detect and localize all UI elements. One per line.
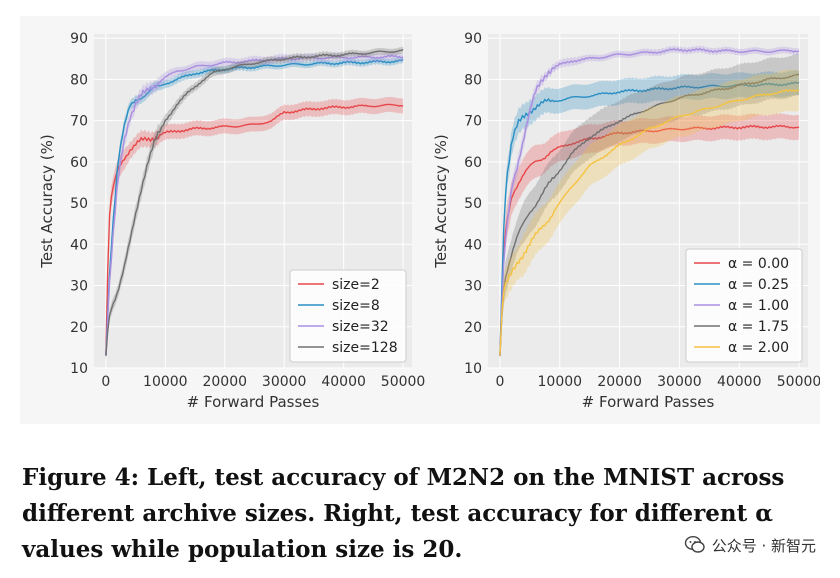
y-tick-label: 10 bbox=[464, 361, 482, 377]
legend-entry: α = 0.00 bbox=[728, 256, 789, 272]
x-tick-label: 30000 bbox=[657, 374, 702, 390]
series-line-2 bbox=[105, 54, 404, 356]
legend-entry: α = 1.00 bbox=[728, 298, 789, 314]
x-tick-label: 10000 bbox=[143, 374, 188, 390]
y-tick-label: 30 bbox=[464, 279, 482, 295]
x-tick-label: 40000 bbox=[717, 374, 762, 390]
x-tick-label: 30000 bbox=[262, 374, 307, 390]
x-tick-label: 50000 bbox=[381, 374, 426, 390]
y-tick-label: 30 bbox=[70, 279, 88, 295]
series-line-3 bbox=[105, 48, 404, 356]
x-tick-label: 40000 bbox=[321, 374, 366, 390]
legend-box bbox=[685, 248, 803, 363]
legend-entry: α = 1.75 bbox=[728, 319, 789, 335]
y-tick-label: 60 bbox=[70, 155, 88, 171]
series-band-3 bbox=[500, 53, 799, 360]
y-tick-label: 20 bbox=[464, 320, 482, 336]
caption-line-1: Figure 4: Left, test accuracy of M2N2 on… bbox=[22, 464, 785, 491]
series-band-1 bbox=[500, 69, 799, 360]
chart-panel-right: 10 20 30 40 50 60 70 80 90 0 10000 20000 30000 40000 5… bbox=[432, 31, 821, 411]
y-tick-label: 50 bbox=[70, 196, 88, 212]
series-line-1 bbox=[499, 81, 800, 356]
legend-entry: size=2 bbox=[332, 277, 380, 293]
caption-line-3: values while population size is 20. bbox=[22, 536, 463, 563]
legend-entry: α = 2.00 bbox=[728, 340, 789, 356]
y-tick-label: 80 bbox=[464, 72, 482, 88]
y-axis-label: Test Accuracy (%) bbox=[38, 134, 56, 269]
legend: size=2 size=8 size=32 size=128 bbox=[289, 269, 407, 363]
legend-entry: size=128 bbox=[332, 340, 398, 356]
wechat-icon bbox=[684, 535, 705, 553]
x-tick-label: 20000 bbox=[202, 374, 247, 390]
chart-figure-svg: 10 20 30 40 50 60 70 80 90 0 10000 20000 30000 40000 5… bbox=[38, 31, 821, 411]
x-tick-label: 10000 bbox=[538, 374, 583, 390]
y-tick-label: 20 bbox=[70, 320, 88, 336]
legend-entry: α = 0.25 bbox=[728, 277, 789, 293]
caption-line-2: different archive sizes. Right, test acc… bbox=[22, 500, 773, 527]
series-band-0 bbox=[500, 113, 799, 360]
figure-caption: Figure 4: Left, test accuracy of M2N2 on… bbox=[22, 460, 822, 568]
series-line-4 bbox=[499, 88, 800, 356]
figure: 10 20 30 40 50 60 70 80 90 0 10000 20000 30000 40000 5… bbox=[20, 16, 821, 424]
x-tick-label: 20000 bbox=[597, 374, 642, 390]
y-tick-label: 80 bbox=[70, 72, 88, 88]
y-tick-label: 10 bbox=[70, 361, 88, 377]
y-tick-label: 70 bbox=[70, 114, 88, 130]
y-tick-label: 60 bbox=[464, 155, 482, 171]
x-tick-label: 50000 bbox=[777, 374, 820, 390]
y-tick-label: 90 bbox=[464, 31, 482, 47]
legend-entry: size=8 bbox=[332, 298, 380, 314]
series-line-0 bbox=[499, 124, 800, 356]
y-tick-label: 50 bbox=[464, 196, 482, 212]
x-axis-label: # Forward Passes bbox=[582, 393, 715, 411]
x-tick-label: 0 bbox=[101, 374, 110, 390]
chart-panel-left: 10 20 30 40 50 60 70 80 90 0 10000 20000 30000 40000 5… bbox=[38, 31, 425, 411]
x-axis-label: # Forward Passes bbox=[187, 393, 320, 411]
y-tick-label: 40 bbox=[464, 237, 482, 253]
series-line-0 bbox=[105, 103, 404, 356]
legend-entry: size=32 bbox=[332, 319, 389, 335]
watermark: 公众号 · 新智元 bbox=[684, 532, 816, 558]
series-line-3 bbox=[499, 73, 800, 356]
y-axis-label: Test Accuracy (%) bbox=[432, 134, 450, 269]
series-line-2 bbox=[499, 47, 800, 356]
y-tick-label: 70 bbox=[464, 114, 482, 130]
watermark-text: 公众号 · 新智元 bbox=[711, 536, 816, 555]
y-tick-label: 40 bbox=[70, 237, 88, 253]
x-tick-label: 0 bbox=[496, 374, 505, 390]
legend: α = 0.00 α = 0.25 α = 1.00 α = 1.75 α = 2.00 bbox=[685, 248, 803, 363]
legend-box bbox=[289, 269, 407, 363]
y-tick-label: 90 bbox=[70, 31, 88, 47]
